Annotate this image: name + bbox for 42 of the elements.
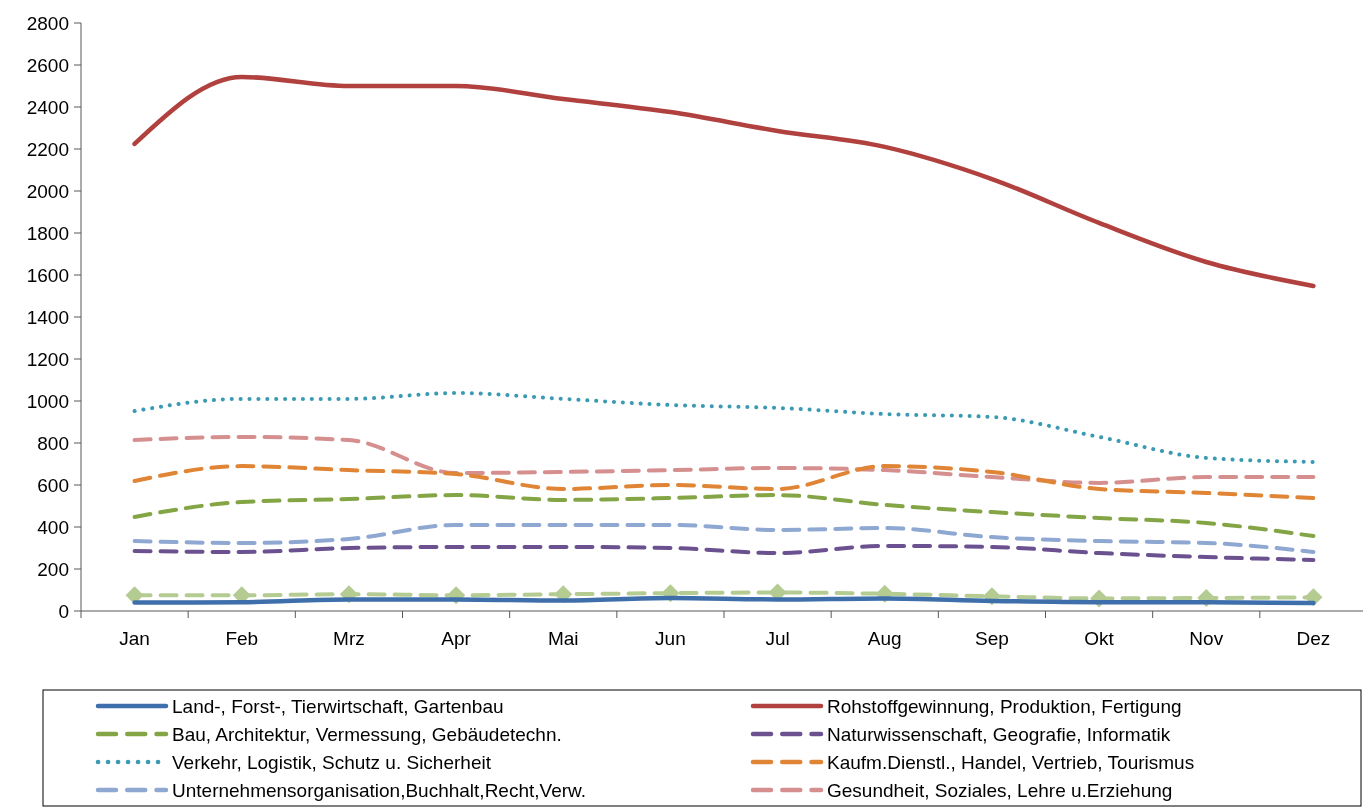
x-tick-label: Jul [765,627,790,649]
legend-label: Unternehmensorganisation,Buchhalt,Recht,Verw. [172,779,587,801]
legend-label: Kaufm.Dienstl., Handel, Vertrieb, Tourismus [827,751,1195,773]
legend-label: Verkehr, Logistik, Schutz u. Sicherheit [172,751,492,773]
line-series [132,543,1316,562]
y-tick-label: 2600 [26,54,69,76]
legend-label: Land-, Forst-, Tierwirtschaft, Gartenbau [172,695,504,717]
y-tick-label: 2200 [26,138,69,160]
legend-label: Naturwissenschaft, Geografie, Informatik [827,723,1171,745]
y-tick-label: 2400 [26,96,69,118]
y-tick-label: 200 [37,558,69,580]
legend-label: Bau, Architektur, Vermessung, Gebäudetechn. [172,723,562,745]
x-tick-label: Mrz [333,627,365,649]
x-tick-label: Sep [975,627,1009,649]
y-tick-label: 1200 [26,348,69,370]
line-series [132,74,1316,289]
line-series [132,464,1316,501]
y-tick-label: 1800 [26,222,69,244]
y-tick-label: 1600 [26,264,69,286]
y-tick-label: 1000 [26,390,69,412]
line-series [132,522,1316,554]
line-series [132,493,1316,539]
line-series [132,434,1316,485]
x-tick-label: Mai [547,627,579,649]
line-series [132,391,1316,464]
y-tick-label: 2800 [26,12,69,34]
x-tick-label: Jan [119,627,150,649]
y-tick-label: 600 [37,474,69,496]
y-tick-label: 0 [58,600,69,622]
x-tick-label: Aug [867,627,902,649]
x-tick-label: Feb [225,627,259,649]
legend-label: Gesundheit, Soziales, Lehre u.Erziehung [827,779,1173,801]
y-tick-label: 2000 [26,180,69,202]
x-tick-label: Okt [1084,627,1115,649]
x-tick-label: Jun [655,627,686,649]
y-tick-label: 1400 [26,306,69,328]
x-tick-label: Apr [441,627,472,649]
x-tick-label: Dez [1296,627,1331,649]
legend-label: Rohstoffgewinnung, Produktion, Fertigung [827,695,1182,717]
y-tick-label: 400 [37,516,69,538]
y-tick-label: 800 [37,432,69,454]
x-tick-label: Nov [1189,627,1224,649]
